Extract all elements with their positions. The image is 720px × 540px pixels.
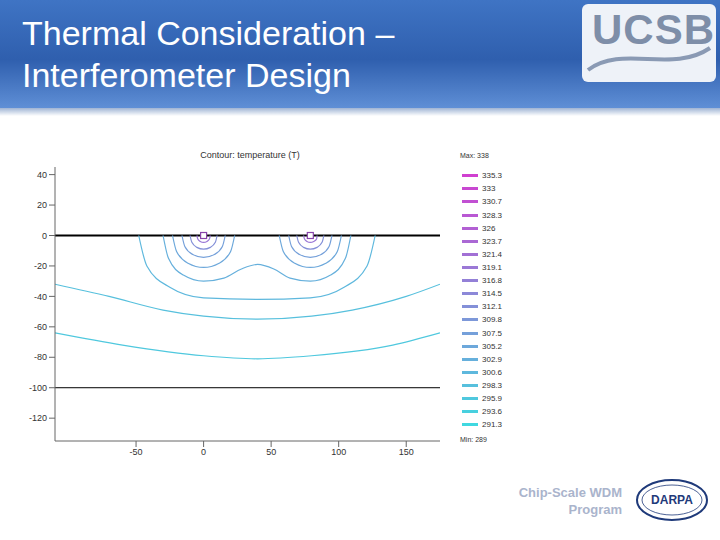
html-text:295.9: 295.9 xyxy=(482,394,502,404)
svg-text:-80: -80 xyxy=(34,352,47,362)
html-text:302.9: 302.9 xyxy=(482,354,502,364)
html-text:291.3: 291.3 xyxy=(482,420,502,430)
html-text:298.3: 298.3 xyxy=(482,380,502,390)
html-text:UCSB: UCSB xyxy=(592,6,715,53)
html-text:323.7: 323.7 xyxy=(482,236,502,246)
svg-text:100: 100 xyxy=(331,447,346,457)
html-text:330.7: 330.7 xyxy=(482,196,502,206)
svg-text:-50: -50 xyxy=(130,447,143,457)
html-text:300.6: 300.6 xyxy=(482,367,502,377)
svg-text:0: 0 xyxy=(42,231,47,241)
html-text:305.2: 305.2 xyxy=(482,341,502,351)
svg-text:50: 50 xyxy=(266,447,276,457)
html-text:312.1: 312.1 xyxy=(482,302,502,312)
html-text:Chip-Scale WDM: Chip-Scale WDM xyxy=(518,485,622,500)
svg-text:DARPA: DARPA xyxy=(651,493,693,507)
html-text:328.3: 328.3 xyxy=(482,210,502,220)
svg-text:150: 150 xyxy=(399,447,414,457)
html-text:Min: 289: Min: 289 xyxy=(460,436,487,443)
svg-text:-60: -60 xyxy=(34,322,47,332)
html-text:293.6: 293.6 xyxy=(482,407,502,417)
svg-text:40: 40 xyxy=(37,170,47,180)
html-text:326: 326 xyxy=(482,223,496,233)
html-text:316.8: 316.8 xyxy=(482,275,502,285)
svg-text:-100: -100 xyxy=(29,383,47,393)
svg-text:0: 0 xyxy=(201,447,206,457)
svg-text:-40: -40 xyxy=(34,292,47,302)
html-text:Program: Program xyxy=(568,502,622,517)
svg-text:20: 20 xyxy=(37,200,47,210)
html-text:314.5: 314.5 xyxy=(482,288,502,298)
html-text:Thermal Consideration –: Thermal Consideration – xyxy=(22,14,395,52)
html-text:Max: 338: Max: 338 xyxy=(460,152,489,159)
html-text:321.4: 321.4 xyxy=(482,249,502,259)
html-text:319.1: 319.1 xyxy=(482,262,502,272)
html-text:307.5: 307.5 xyxy=(482,328,502,338)
html-text:333: 333 xyxy=(482,183,496,193)
html-text:309.8: 309.8 xyxy=(482,315,502,325)
svg-text:-120: -120 xyxy=(29,413,47,423)
svg-text:-20: -20 xyxy=(34,261,47,271)
html-text:Interferometer Design: Interferometer Design xyxy=(22,56,351,94)
html-text:Contour: temperature (T): Contour: temperature (T) xyxy=(200,150,300,160)
html-text:335.3: 335.3 xyxy=(482,170,502,180)
